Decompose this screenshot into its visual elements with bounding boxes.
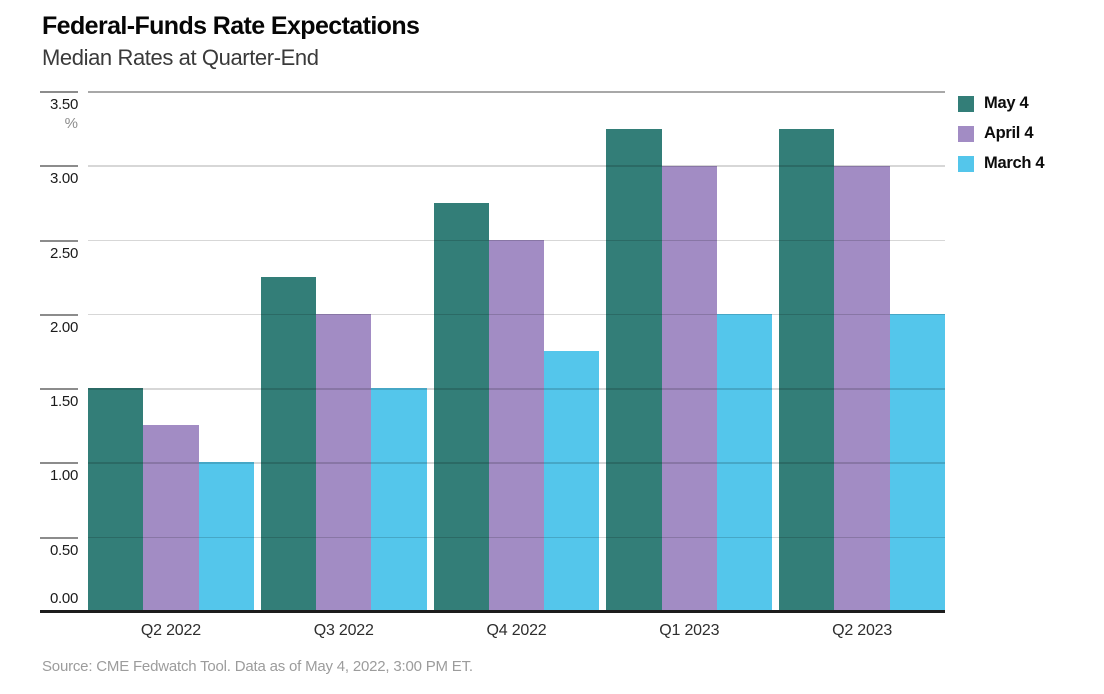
- bar-group-q1-2023: [606, 92, 773, 610]
- y-tick-label-3.50: 3.50: [50, 96, 78, 113]
- bar-march-4-q2-2023: [889, 314, 945, 610]
- x-axis-label-q2-2023: Q2 2023: [832, 622, 893, 639]
- legend-label-april-4: April 4: [984, 124, 1034, 142]
- x-axis-label-q2-2022: Q2 2022: [140, 622, 201, 639]
- bar-group-q4-2022: [433, 92, 600, 610]
- bar-group-q3-2022: [260, 92, 427, 610]
- bar-march-4-q1-2023: [716, 314, 773, 610]
- gridline-1.50: [88, 388, 945, 390]
- chart-title: Federal-Funds Rate Expectations: [42, 12, 420, 40]
- y-tick-1.00: [40, 462, 78, 465]
- bar-april-4-q1-2023: [661, 166, 717, 610]
- y-tick-label-1.50: 1.50: [50, 393, 78, 411]
- y-tick-label-2.00: 2.00: [50, 318, 78, 336]
- gridline-2.50: [88, 239, 945, 242]
- y-tick-3.00: [40, 165, 78, 168]
- y-tick-1.50: [40, 388, 78, 391]
- legend-label-march-4: March 4: [984, 154, 1045, 172]
- legend-swatch-april-4: [958, 125, 974, 142]
- gridline-3.50: [88, 91, 945, 93]
- chart-area: 3.50% 3.00 2.50 2.00 1.50 1.00 0.50 0.00: [0, 91, 952, 613]
- bar-may-4-q2-2023: [779, 129, 835, 610]
- bar-april-4-q3-2022: [316, 314, 372, 610]
- bar-april-4-q2-2023: [834, 166, 890, 610]
- y-tick-2.50: [40, 239, 78, 242]
- bar-may-4-q2-2022: [88, 388, 144, 610]
- x-axis-baseline: [40, 610, 945, 613]
- source-note: Source: CME Fedwatch Tool. Data as of Ma…: [42, 658, 473, 675]
- legend-swatch-march-4: [958, 155, 974, 172]
- y-axis-unit-label: %: [64, 115, 78, 132]
- bar-group-q2-2023: [779, 92, 945, 610]
- y-tick-label-1.00: 1.00: [50, 467, 78, 485]
- bar-march-4-q3-2022: [371, 388, 427, 610]
- y-tick-label-0.50: 0.50: [50, 541, 78, 559]
- gridline-3.00: [88, 165, 945, 167]
- legend-item-april-4: April 4: [958, 124, 1044, 143]
- bar-april-4-q2-2022: [143, 425, 199, 610]
- plot-area: [88, 91, 945, 612]
- y-tick-0.50: [40, 536, 78, 539]
- gridline-2.00: [88, 313, 945, 316]
- legend: May 4 April 4 March 4: [958, 94, 1045, 184]
- bar-may-4-q1-2023: [606, 129, 662, 610]
- legend-swatch-may-4: [958, 95, 974, 112]
- x-axis-label-q4-2022: Q4 2022: [486, 622, 547, 639]
- bar-groups: [88, 92, 945, 610]
- bar-march-4-q4-2022: [544, 351, 600, 610]
- y-tick-3.50: [40, 91, 78, 93]
- y-tick-label-0.00: 0.00: [50, 590, 78, 607]
- gridline-0.50: [88, 536, 945, 539]
- bar-april-4-q4-2022: [488, 240, 545, 610]
- bar-may-4-q4-2022: [433, 203, 489, 610]
- x-axis-label-q3-2022: Q3 2022: [313, 622, 374, 639]
- legend-item-may-4: May 4: [958, 94, 1044, 113]
- y-tick-2.00: [40, 313, 78, 316]
- y-tick-label-2.50: 2.50: [50, 244, 78, 262]
- bar-may-4-q3-2022: [260, 277, 317, 610]
- legend-item-march-4: March 4: [958, 154, 1045, 173]
- x-axis-label-q1-2023: Q1 2023: [659, 622, 720, 639]
- x-axis-labels: Q2 2022 Q3 2022 Q4 2022 Q1 2023 Q2 2023: [88, 622, 945, 640]
- bar-group-q2-2022: [88, 92, 254, 610]
- chart-subtitle: Median Rates at Quarter-End: [42, 45, 319, 70]
- gridline-1.00: [88, 462, 945, 464]
- legend-label-may-4: May 4: [984, 94, 1029, 112]
- bar-march-4-q2-2022: [198, 462, 254, 610]
- y-tick-label-3.00: 3.00: [50, 170, 78, 188]
